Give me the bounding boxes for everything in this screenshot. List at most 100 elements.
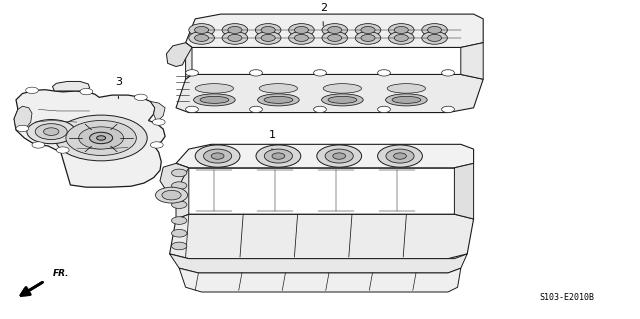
Polygon shape — [170, 254, 467, 273]
Circle shape — [325, 149, 353, 163]
Circle shape — [186, 106, 198, 113]
Circle shape — [355, 24, 381, 36]
Circle shape — [35, 124, 67, 139]
Ellipse shape — [193, 94, 236, 106]
Circle shape — [55, 115, 147, 161]
Polygon shape — [52, 81, 90, 91]
Circle shape — [289, 24, 314, 36]
Circle shape — [150, 142, 163, 148]
Polygon shape — [186, 14, 483, 48]
Circle shape — [328, 26, 342, 33]
Circle shape — [152, 119, 165, 125]
Circle shape — [44, 128, 59, 136]
Circle shape — [66, 121, 136, 155]
Circle shape — [16, 125, 29, 132]
Polygon shape — [179, 268, 461, 292]
Ellipse shape — [259, 84, 298, 93]
Circle shape — [222, 24, 248, 36]
Circle shape — [317, 145, 362, 167]
Circle shape — [333, 153, 346, 159]
Text: 2: 2 — [319, 3, 327, 12]
Circle shape — [289, 32, 314, 44]
Circle shape — [322, 24, 348, 36]
Circle shape — [211, 153, 224, 159]
Text: S103-E2010B: S103-E2010B — [539, 293, 594, 301]
Circle shape — [97, 136, 106, 140]
Circle shape — [80, 88, 93, 95]
Circle shape — [32, 142, 45, 148]
Circle shape — [250, 70, 262, 76]
Ellipse shape — [200, 96, 229, 103]
Circle shape — [294, 26, 308, 33]
Ellipse shape — [328, 96, 357, 103]
Circle shape — [428, 26, 442, 33]
Circle shape — [272, 153, 285, 159]
Ellipse shape — [392, 96, 421, 103]
Text: 1: 1 — [269, 130, 275, 139]
Ellipse shape — [258, 94, 300, 106]
Polygon shape — [150, 101, 165, 122]
Circle shape — [394, 153, 406, 159]
Polygon shape — [176, 163, 189, 219]
Polygon shape — [176, 74, 483, 113]
Circle shape — [172, 169, 187, 177]
Circle shape — [378, 106, 390, 113]
Circle shape — [361, 26, 375, 33]
Circle shape — [294, 34, 308, 41]
Circle shape — [228, 34, 242, 41]
Circle shape — [422, 32, 447, 44]
Circle shape — [90, 132, 113, 144]
Circle shape — [394, 34, 408, 41]
Circle shape — [195, 34, 209, 41]
Polygon shape — [166, 43, 192, 66]
Circle shape — [255, 24, 281, 36]
Circle shape — [250, 106, 262, 113]
Polygon shape — [14, 106, 32, 129]
Ellipse shape — [264, 96, 293, 103]
Polygon shape — [176, 144, 474, 168]
Circle shape — [189, 32, 214, 44]
Circle shape — [355, 32, 381, 44]
Circle shape — [79, 127, 124, 149]
Circle shape — [172, 201, 187, 209]
Circle shape — [361, 34, 375, 41]
Circle shape — [26, 87, 38, 93]
Circle shape — [172, 217, 187, 224]
Ellipse shape — [385, 94, 428, 106]
Circle shape — [255, 32, 281, 44]
Circle shape — [261, 26, 275, 33]
Circle shape — [222, 32, 248, 44]
Circle shape — [264, 149, 292, 163]
Circle shape — [156, 187, 188, 203]
Circle shape — [172, 229, 187, 237]
Circle shape — [314, 70, 326, 76]
Circle shape — [261, 34, 275, 41]
Circle shape — [422, 24, 447, 36]
Circle shape — [256, 145, 301, 167]
Circle shape — [388, 24, 414, 36]
Circle shape — [322, 32, 348, 44]
Circle shape — [442, 106, 454, 113]
Circle shape — [162, 190, 181, 200]
Circle shape — [442, 70, 454, 76]
Circle shape — [189, 24, 214, 36]
Circle shape — [204, 149, 232, 163]
Ellipse shape — [195, 84, 234, 93]
Circle shape — [314, 106, 326, 113]
Circle shape — [388, 32, 414, 44]
Polygon shape — [160, 163, 189, 190]
Circle shape — [386, 149, 414, 163]
Circle shape — [428, 34, 442, 41]
Polygon shape — [461, 43, 483, 79]
Circle shape — [172, 242, 187, 250]
Circle shape — [27, 120, 76, 144]
Circle shape — [228, 26, 242, 33]
Polygon shape — [170, 214, 474, 259]
Text: FR.: FR. — [52, 269, 69, 278]
Circle shape — [195, 145, 240, 167]
Polygon shape — [454, 163, 474, 219]
Circle shape — [328, 34, 342, 41]
Polygon shape — [186, 43, 192, 79]
Circle shape — [134, 94, 147, 100]
Circle shape — [195, 26, 209, 33]
